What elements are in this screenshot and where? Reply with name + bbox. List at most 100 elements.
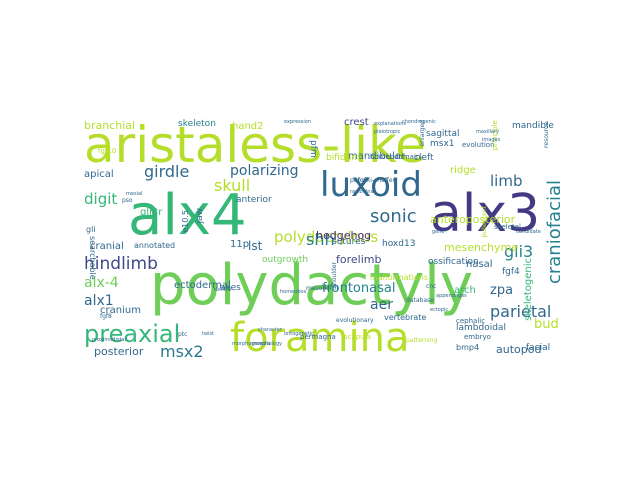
word: 11p [230,239,250,250]
word: mesoderm [306,285,339,292]
word: hoxd13 [382,239,416,249]
word: arch [454,285,476,296]
word: maxillary [476,129,500,135]
word: vertebrate [384,313,427,322]
word: skeletal [494,223,521,231]
word: mesial [126,191,143,197]
word: aristaless-like [84,118,426,174]
word: gli3r [140,207,163,218]
word: hedgehog [316,229,372,242]
word: ontogenetic [284,331,314,337]
word: principle [491,120,499,151]
word: anterior [236,195,272,205]
word: scapula [344,333,371,341]
word: crest [344,118,369,128]
word: facial [526,343,551,353]
word: lst [248,239,263,253]
word: luxoid [320,165,422,205]
word: ossification [428,257,479,267]
word: nasal [466,259,493,270]
word: pleiotropic [374,129,401,135]
word: annotated [134,241,176,250]
word: fgf4 [502,267,520,277]
word: embryo [464,333,491,341]
word: homeobox [280,289,307,295]
word: chondrogenic [402,119,436,125]
word: cranial [90,241,124,252]
word: polydactyly [150,253,473,318]
word: shoulder [331,262,338,289]
word: cnc [426,283,437,290]
word: jaw [195,208,205,224]
word: axes [220,283,241,293]
word: pubescent [481,206,488,238]
word: cranium [100,305,141,316]
word: images [482,137,501,143]
word: ectodermal [174,280,231,291]
word: twist [202,331,215,337]
word: aer [370,297,393,313]
word: mesenchyme [444,241,518,254]
word: skeletogenic [523,258,534,321]
word: gene [432,229,445,235]
word: hindlimb [84,254,158,274]
word: cleft [414,153,434,163]
word: alx-4 [84,275,119,291]
word: frontonasal [322,281,396,296]
word: bifidum [326,153,361,163]
word: bud [534,317,559,332]
word: sutures [332,237,366,247]
word: gli3 [504,242,534,261]
word: foramina [230,315,410,361]
word: alx4 [128,183,247,248]
word: forelimb [336,253,382,266]
word: preaxial [84,320,181,348]
word: database [406,297,434,304]
word: patterning [406,337,438,344]
word: potocki-shaffer [350,177,396,184]
word: hand2 [232,121,264,132]
word: craniofacial [544,180,560,285]
word: autopod [496,343,542,356]
word: fgf8 [100,313,112,320]
word: fgf10 [98,147,117,155]
word: permagna [300,333,336,341]
word: radioulna [350,189,374,195]
word: skeleton [178,119,216,129]
word: candidate [516,229,541,235]
word: mandible [512,121,554,131]
word: limb [490,172,523,190]
word: outgrowth [262,255,309,265]
word: alx1 [84,293,114,309]
word: sonic [370,206,417,227]
word: posterior [94,345,144,358]
word: zpa [490,283,514,298]
word: dermal [214,287,232,293]
word: msx2 [160,342,204,361]
word: expression [284,119,311,125]
word: malformations [370,273,428,282]
word: polydactylous [274,228,379,246]
word: gli [86,225,96,234]
word: polarizing [230,163,299,179]
word: sagittal [426,129,460,139]
word: alx3 [430,184,541,244]
word: cephalic [456,317,486,325]
word: skull [214,176,251,195]
word: resource [543,122,550,148]
word: msx1 [430,139,455,149]
word: e10.5 [181,210,190,233]
word: explanations [374,121,406,127]
word: searchable [88,236,97,280]
word: digit [84,190,118,208]
word: morphogenesis [232,341,271,347]
word: branchial [84,119,136,132]
word: bmp4 [456,343,480,352]
word: morphology [252,341,282,347]
word: evolution [462,141,495,149]
word: appendages [436,293,467,299]
word: shh [306,230,335,249]
word: anteroposterior [430,213,516,226]
word: parietal [490,302,552,321]
word: character [258,327,282,333]
